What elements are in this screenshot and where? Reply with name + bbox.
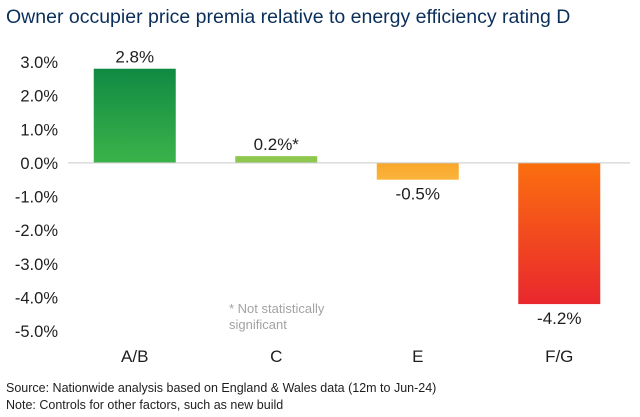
x-category-label: A/B [121, 347, 148, 366]
chart-title: Owner occupier price premia relative to … [6, 6, 571, 28]
bar-fg [518, 162, 601, 305]
data-label: 0.2%* [254, 135, 300, 154]
y-tick-label: 0.0% [20, 155, 58, 173]
x-category-label: F/G [545, 347, 573, 366]
y-tick-label: 1.0% [20, 121, 58, 139]
data-label: -4.2% [537, 309, 581, 328]
y-tick-label: -5.0% [15, 323, 58, 341]
source-note: Source: Nationwide analysis based on Eng… [6, 381, 437, 395]
y-tick-label: -3.0% [15, 256, 58, 274]
data-label: 2.8% [115, 48, 154, 67]
bar-ab [93, 68, 176, 163]
x-axis-categories: A/B C E F/G [121, 347, 573, 366]
y-tick-label: -2.0% [15, 222, 58, 240]
annotation-line: * Not statistically [229, 301, 325, 316]
y-tick-label: 2.0% [20, 88, 58, 106]
x-category-label: C [270, 347, 282, 366]
bar-c [235, 156, 318, 163]
y-tick-label: -4.0% [15, 289, 58, 307]
x-category-label: E [412, 347, 423, 366]
data-labels: 2.8% 0.2%* -0.5% -4.2% [115, 48, 581, 328]
data-label: -0.5% [396, 185, 440, 204]
bar-e [376, 162, 459, 180]
y-tick-label: -1.0% [15, 189, 58, 207]
y-tick-label: 3.0% [20, 54, 58, 72]
bar-chart: 3.0% 2.0% 1.0% 0.0% -1.0% -2.0% -3.0% -4.0% -5.0… [15, 48, 630, 366]
annotation-line: significant [229, 317, 287, 332]
y-axis-ticks: 3.0% 2.0% 1.0% 0.0% -1.0% -2.0% -3.0% -4.0% -5.0… [15, 54, 58, 341]
bars [93, 68, 601, 305]
method-note: Note: Controls for other factors, such a… [6, 398, 284, 412]
